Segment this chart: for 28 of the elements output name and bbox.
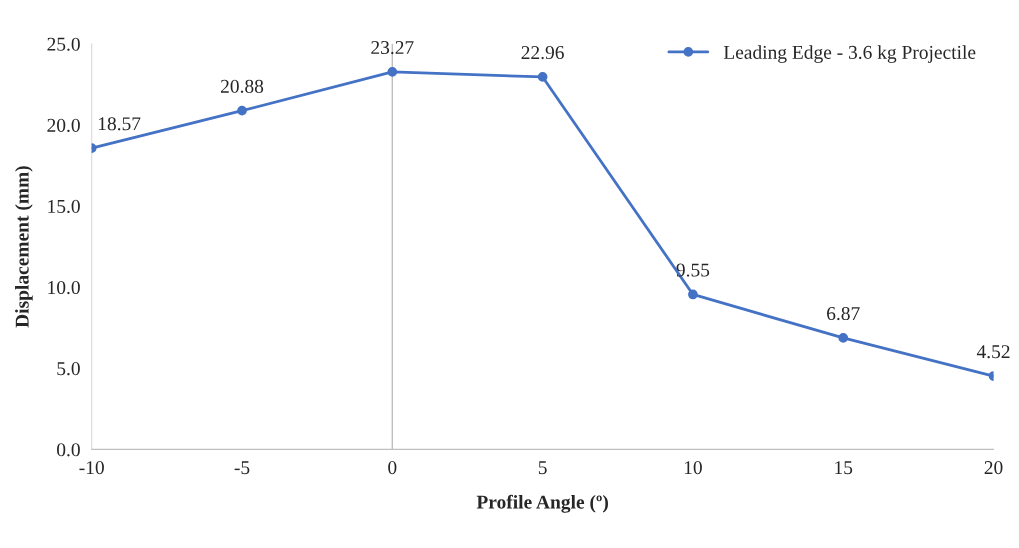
data-label: 18.57 xyxy=(98,117,141,131)
y-tick-label: 20.0 xyxy=(47,118,80,132)
point xyxy=(537,72,548,82)
point xyxy=(688,289,698,300)
y-tick-label: 15.0 xyxy=(48,199,80,214)
x-axis-title: Profile Angle (º) xyxy=(476,494,608,513)
data-label: 22.96 xyxy=(521,46,564,60)
data-label: 20.88 xyxy=(220,79,264,93)
point xyxy=(237,105,247,116)
x-tick-label: -5 xyxy=(234,461,250,475)
x-tick-label: 0 xyxy=(388,461,397,475)
data-label: 9.55 xyxy=(676,263,710,277)
point xyxy=(838,333,849,343)
x-tick-label: 5 xyxy=(538,461,547,475)
y-axis-title: Displacement (mm) xyxy=(15,166,33,328)
y-tick-label: 10.0 xyxy=(48,280,80,295)
data-label: 23.27 xyxy=(371,41,414,55)
data-label: 6.87 xyxy=(827,306,860,321)
x-tick-label: 15 xyxy=(835,461,853,475)
x-tick-label: -10 xyxy=(79,461,104,475)
y-tick-label: 5.0 xyxy=(57,362,80,376)
y-tick-label: 0.0 xyxy=(57,443,80,457)
legend-label: Leading Edge - 3.6 kg Projectile xyxy=(723,45,976,63)
point xyxy=(387,67,398,77)
y-tick-label: 25.0 xyxy=(47,37,80,51)
x-tick-label: 20 xyxy=(984,461,1003,475)
x-tick-label: 10 xyxy=(684,461,702,475)
data-label: 4.52 xyxy=(976,345,1010,359)
